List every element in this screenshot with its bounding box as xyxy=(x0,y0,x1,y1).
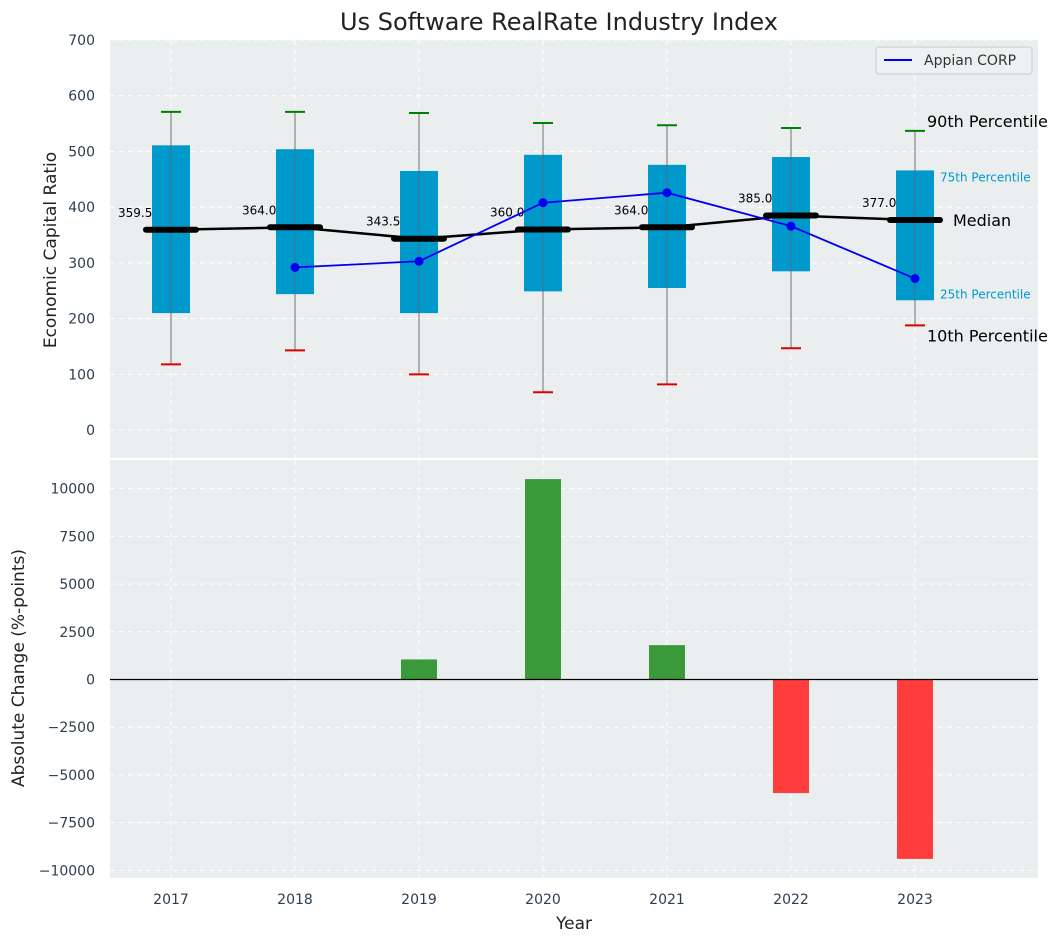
bottom-y-tick-label: 0 xyxy=(86,672,95,688)
top-y-tick-label: 700 xyxy=(68,33,95,49)
top-y-tick-label: 600 xyxy=(68,89,95,105)
bottom-panel-background xyxy=(110,460,1038,878)
top-panel-background xyxy=(110,40,1038,458)
top-y-tick-label: 300 xyxy=(68,256,95,272)
series-line-appian-corp xyxy=(294,191,916,280)
bottom-y-axis-label: Absolute Change (%-points) xyxy=(9,549,29,787)
annotation-median: Median xyxy=(953,211,1011,230)
x-axis-label: Year xyxy=(555,914,592,934)
annotation-p10: 10th Percentile xyxy=(927,326,1048,345)
bottom-y-tick-label: −2500 xyxy=(48,720,95,736)
median-value-label: 385.0 xyxy=(738,192,772,206)
bottom-y-tick-label: 2500 xyxy=(59,625,95,641)
change-bar xyxy=(897,679,933,859)
median-value-label: 343.5 xyxy=(366,215,400,229)
top-y-tick-label: 0 xyxy=(86,423,95,439)
bottom-y-tick-label: 5000 xyxy=(59,577,95,593)
annotation-p25: 25th Percentile xyxy=(940,287,1031,301)
annotation-p90: 90th Percentile xyxy=(927,112,1048,131)
x-tick-label: 2017 xyxy=(153,892,189,908)
median-value-label: 364.0 xyxy=(614,203,648,217)
bottom-y-tick-label: −5000 xyxy=(48,768,95,784)
top-y-axis-label: Economic Capital Ratio xyxy=(41,152,61,348)
series-point-appian-corp xyxy=(786,221,796,231)
x-tick-label: 2019 xyxy=(401,892,437,908)
x-tick-label: 2022 xyxy=(773,892,809,908)
change-bar xyxy=(525,479,561,680)
series-point-appian-corp xyxy=(662,188,672,198)
annotation-p75: 75th Percentile xyxy=(940,170,1031,184)
legend-label: Appian CORP xyxy=(924,53,1016,69)
change-bar xyxy=(773,679,809,794)
x-tick-label: 2020 xyxy=(525,892,561,908)
bottom-y-tick-label: 10000 xyxy=(50,482,95,498)
top-y-tick-label: 100 xyxy=(68,367,95,383)
median-value-label: 377.0 xyxy=(862,196,896,210)
legend: Appian CORP xyxy=(875,46,1033,75)
series-point-appian-corp xyxy=(538,198,548,208)
median-value-label: 359.5 xyxy=(118,206,152,220)
change-bar xyxy=(649,645,685,680)
bottom-y-tick-label: −7500 xyxy=(48,816,95,832)
bottom-y-tick-label: 7500 xyxy=(59,529,95,545)
median-value-label: 360.0 xyxy=(490,205,524,219)
x-tick-label: 2018 xyxy=(277,892,313,908)
top-y-tick-label: 500 xyxy=(68,144,95,160)
x-tick-label: 2023 xyxy=(897,892,933,908)
series-point-appian-corp xyxy=(414,256,424,266)
series-point-appian-corp xyxy=(290,262,300,272)
chart-title: Us Software RealRate Industry Index xyxy=(340,8,778,36)
median-value-label: 364.0 xyxy=(242,203,276,217)
change-bar xyxy=(401,659,437,680)
x-tick-label: 2021 xyxy=(649,892,685,908)
bottom-y-tick-label: −10000 xyxy=(39,863,95,879)
top-y-tick-label: 200 xyxy=(68,312,95,328)
legend-box xyxy=(875,46,1033,75)
series-point-appian-corp xyxy=(910,274,920,284)
top-y-tick-label: 400 xyxy=(68,200,95,216)
